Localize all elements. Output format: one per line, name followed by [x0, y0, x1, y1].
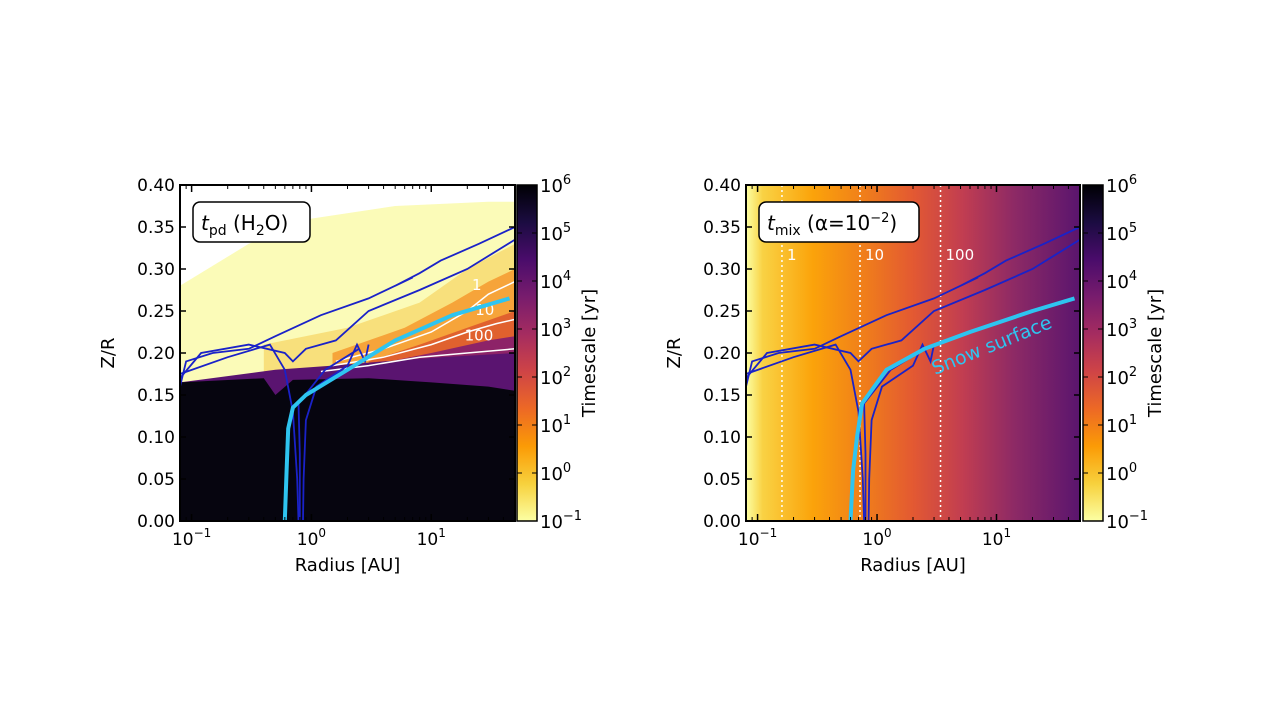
y-tick-label: 0.10 — [137, 428, 175, 448]
y-tick-label: 0.15 — [137, 386, 175, 406]
y-tick-label: 0.20 — [703, 344, 741, 364]
colorbar-tick-label: 102 — [540, 365, 571, 389]
y-tick-label: 0.30 — [703, 260, 741, 280]
vertical-guide-label: 1 — [787, 246, 797, 264]
y-tick-label: 0.00 — [137, 512, 175, 532]
y-tick-label: 0.25 — [703, 302, 741, 322]
snow-line — [282, 296, 511, 521]
colorbar-tick-label: 103 — [540, 317, 571, 341]
colorbar-tick-label: 101 — [540, 413, 571, 437]
blue-contour-line — [746, 343, 865, 521]
colorbar-label: Timescale [yr] — [579, 289, 600, 418]
white-contour-line — [332, 318, 515, 367]
colorbar — [1082, 184, 1104, 522]
blue-contour-line — [180, 226, 515, 387]
y-axis-label: Z/R — [98, 338, 119, 369]
blue-contour-line — [180, 343, 300, 521]
black-region — [180, 378, 515, 521]
colorbar-label: Timescale [yr] — [1145, 289, 1166, 418]
contour-label: 100 — [465, 326, 494, 344]
colorbar-tick-label: 10−1 — [1106, 509, 1148, 533]
x-tick-label: 10−1 — [172, 526, 211, 550]
y-tick-label: 0.40 — [137, 176, 175, 196]
y-tick-label: 0.15 — [703, 386, 741, 406]
colorbar-tick-label: 103 — [1106, 317, 1137, 341]
x-axis-label: Radius [AU] — [295, 555, 401, 576]
blue-contour-line — [746, 238, 1080, 379]
blue-contour-line — [746, 226, 1080, 387]
y-tick-label: 0.30 — [137, 260, 175, 280]
y-tick-label: 0.20 — [137, 344, 175, 364]
colorbar-tick-label: 104 — [1106, 269, 1137, 293]
y-tick-label: 0.05 — [137, 470, 175, 490]
y-axis-label: Z/R — [664, 338, 685, 369]
colorbar-tick-label: 105 — [1106, 221, 1137, 245]
panel-label-box — [758, 201, 920, 243]
x-tick-label: 10−1 — [738, 526, 777, 550]
x-tick-label: 101 — [982, 526, 1011, 550]
colorbar-tick-label: 100 — [540, 461, 571, 485]
x-tick-label: 100 — [297, 526, 326, 550]
colorbar-tick-label: 104 — [540, 269, 571, 293]
panel-label-box — [192, 201, 311, 243]
x-tick-label: 101 — [417, 526, 446, 550]
vertical-guide-label: 10 — [865, 246, 884, 264]
x-axis-label: Radius [AU] — [860, 555, 966, 576]
blue-contour-line — [180, 238, 515, 379]
vertical-guide-label: 100 — [946, 246, 975, 264]
y-tick-label: 0.00 — [703, 512, 741, 532]
colorbar-tick-label: 101 — [1106, 413, 1137, 437]
colorbar-tick-label: 106 — [1106, 173, 1137, 197]
colorbar — [516, 184, 538, 522]
panel-label: tpd (H2O) — [201, 211, 288, 239]
colorbar-tick-label: 100 — [1106, 461, 1137, 485]
y-tick-label: 0.40 — [703, 176, 741, 196]
colorbar-tick-label: 102 — [1106, 365, 1137, 389]
y-tick-label: 0.35 — [137, 218, 175, 238]
y-tick-label: 0.05 — [703, 470, 741, 490]
colorbar-tick-label: 106 — [540, 173, 571, 197]
blue-contour-line — [867, 342, 935, 521]
y-tick-label: 0.10 — [703, 428, 741, 448]
snow-line — [848, 296, 1076, 521]
y-tick-label: 0.35 — [703, 218, 741, 238]
x-tick-label: 100 — [862, 526, 891, 550]
panel-label: tmix (α=10−2) — [767, 211, 897, 239]
y-tick-label: 0.25 — [137, 302, 175, 322]
contour-label: 1 — [472, 276, 482, 294]
colorbar-tick-label: 10−1 — [540, 509, 582, 533]
colorbar-tick-label: 105 — [540, 221, 571, 245]
